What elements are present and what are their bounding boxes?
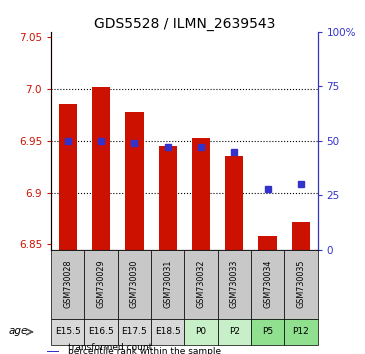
- Bar: [292, 222, 310, 250]
- Bar: [59, 104, 77, 250]
- Text: GSM730030: GSM730030: [130, 260, 139, 308]
- Text: E16.5: E16.5: [88, 327, 114, 336]
- Text: P2: P2: [229, 327, 240, 336]
- Text: E18.5: E18.5: [155, 327, 181, 336]
- Bar: [184, 250, 218, 319]
- Bar: [158, 146, 177, 250]
- Bar: [258, 236, 277, 250]
- Text: P5: P5: [262, 327, 273, 336]
- Text: transformed count: transformed count: [68, 343, 152, 352]
- Bar: [92, 87, 110, 250]
- Bar: [251, 319, 284, 345]
- Text: GSM730034: GSM730034: [263, 260, 272, 308]
- Bar: [184, 319, 218, 345]
- Bar: [51, 250, 84, 319]
- Text: GSM730032: GSM730032: [196, 260, 205, 308]
- Bar: [84, 319, 118, 345]
- Text: P0: P0: [195, 327, 207, 336]
- Text: age: age: [9, 326, 28, 336]
- Text: E17.5: E17.5: [122, 327, 147, 336]
- Bar: [192, 138, 210, 250]
- Bar: [218, 250, 251, 319]
- Text: GSM730028: GSM730028: [63, 260, 72, 308]
- Text: E15.5: E15.5: [55, 327, 81, 336]
- Text: GSM730031: GSM730031: [163, 260, 172, 308]
- Bar: [284, 250, 318, 319]
- Bar: [225, 156, 243, 250]
- Text: GSM730029: GSM730029: [97, 260, 105, 308]
- Bar: [47, 351, 59, 352]
- Text: GSM730035: GSM730035: [296, 260, 306, 308]
- Bar: [151, 250, 184, 319]
- Bar: [118, 319, 151, 345]
- Bar: [284, 319, 318, 345]
- Text: percentile rank within the sample: percentile rank within the sample: [68, 347, 221, 354]
- Text: GSM730033: GSM730033: [230, 260, 239, 308]
- Bar: [84, 250, 118, 319]
- Bar: [51, 319, 84, 345]
- Text: P12: P12: [292, 327, 309, 336]
- Bar: [151, 319, 184, 345]
- Bar: [218, 319, 251, 345]
- Bar: [125, 112, 143, 250]
- Bar: [251, 250, 284, 319]
- Bar: [118, 250, 151, 319]
- Title: GDS5528 / ILMN_2639543: GDS5528 / ILMN_2639543: [94, 17, 275, 31]
